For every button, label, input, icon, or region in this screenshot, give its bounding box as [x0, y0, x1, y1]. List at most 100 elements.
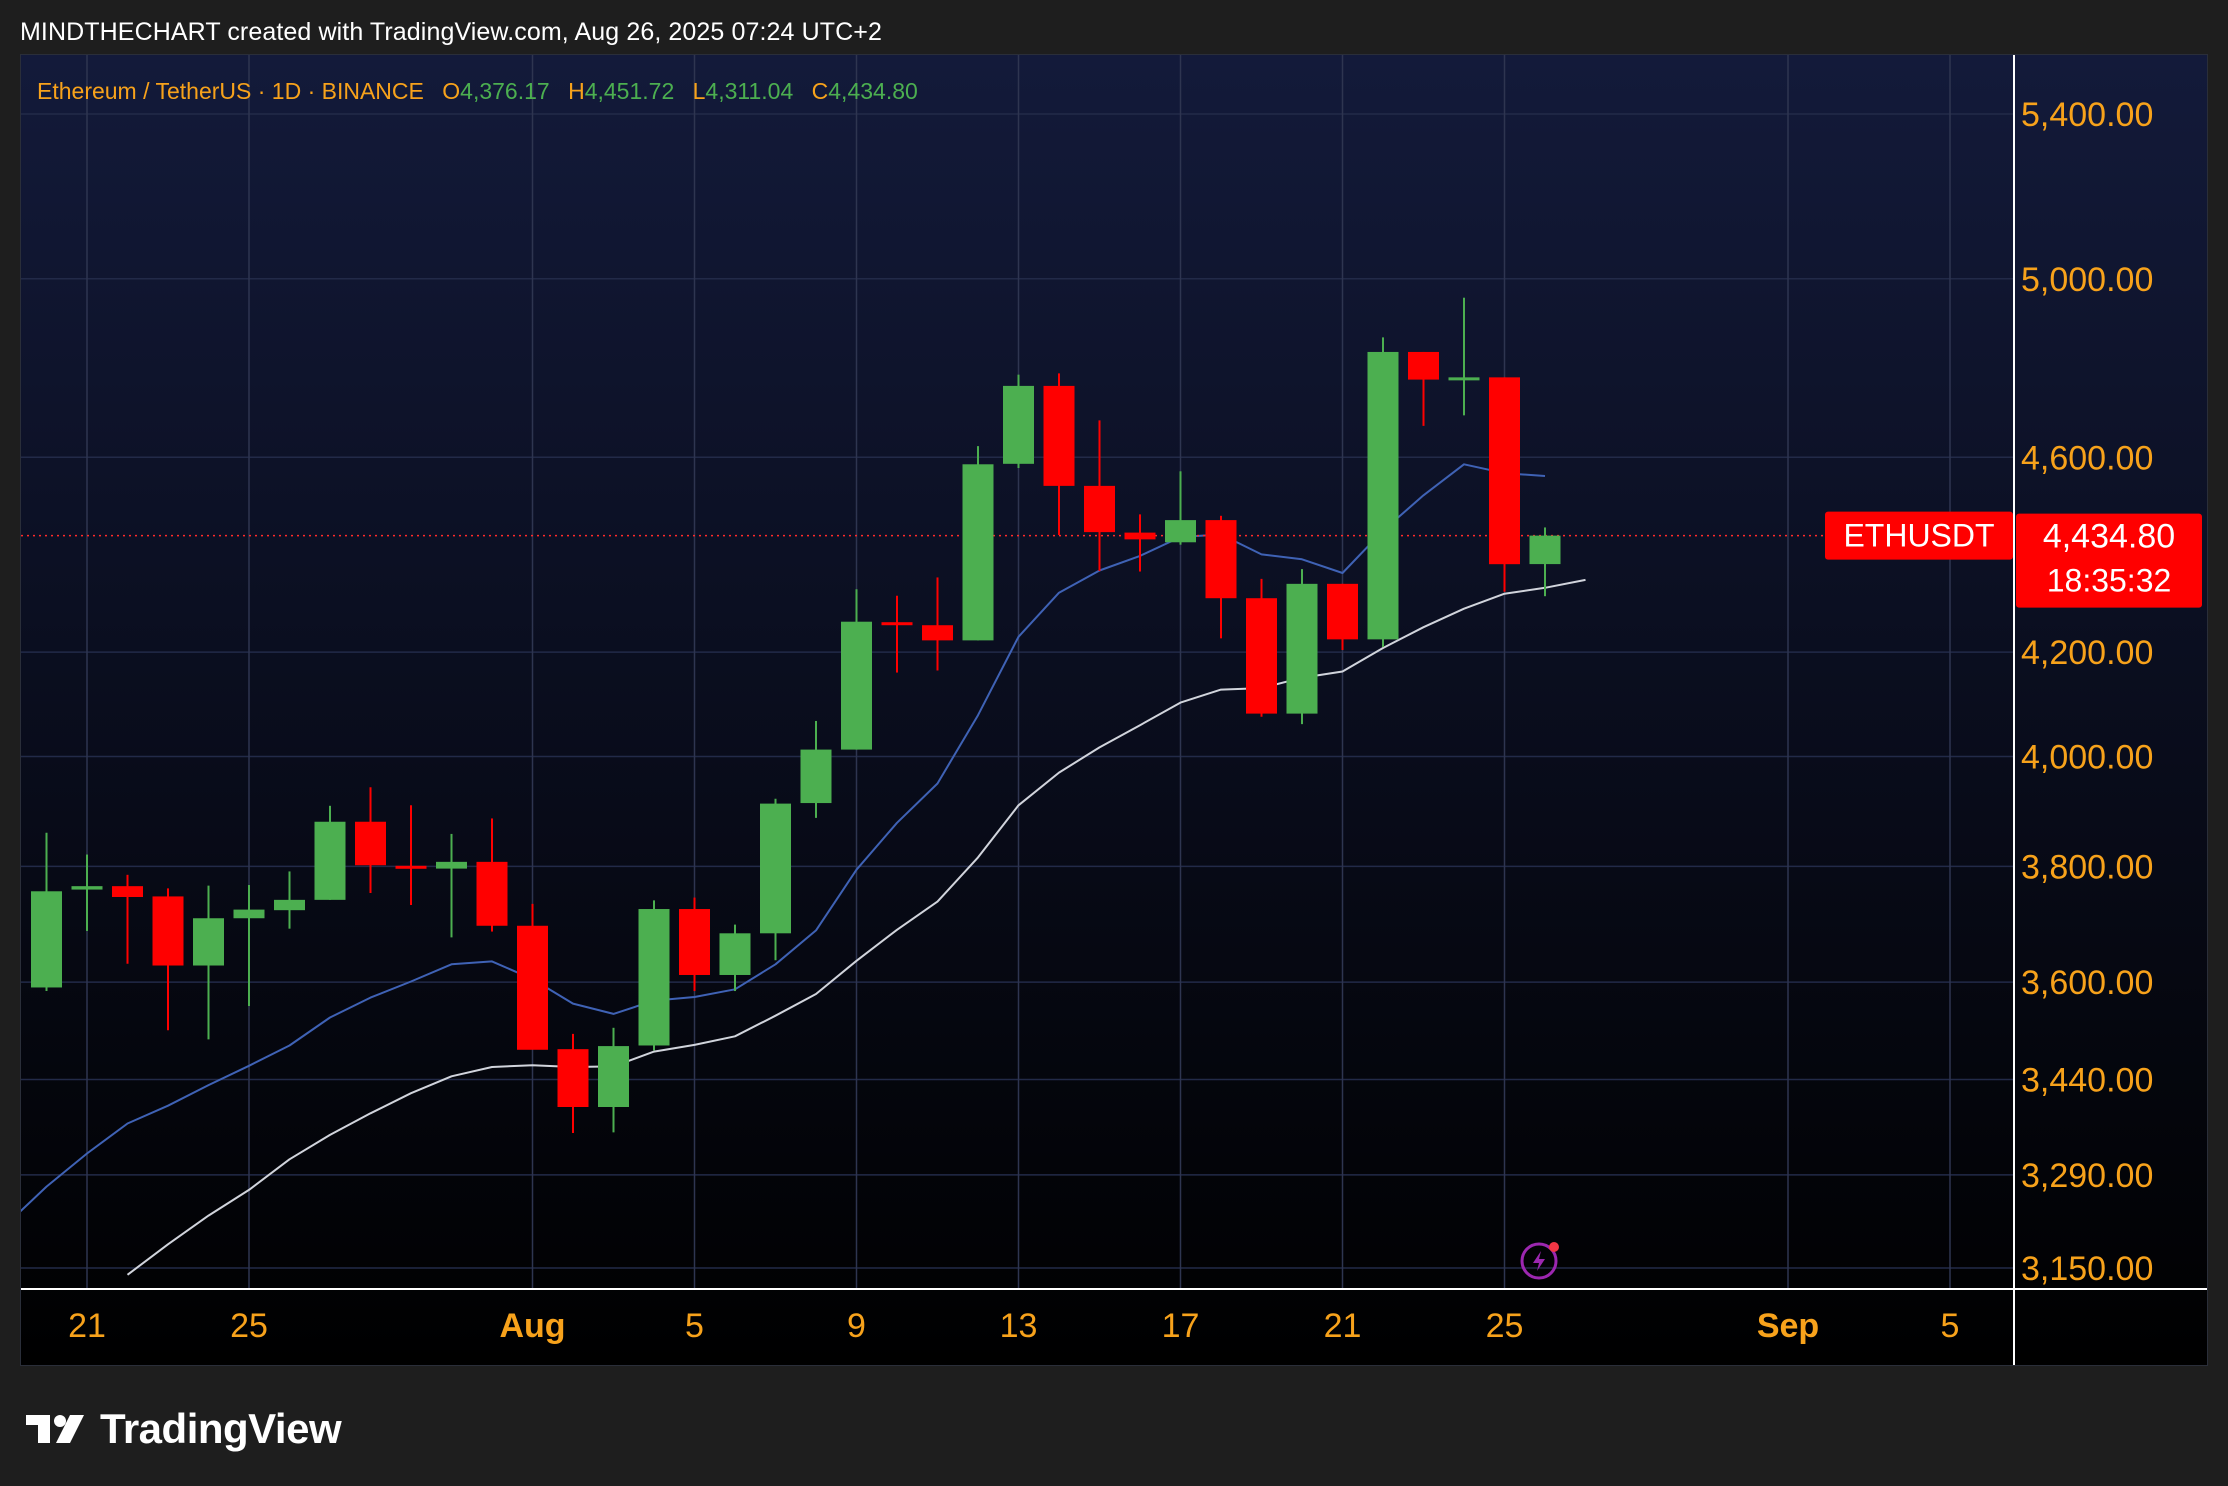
- candle[interactable]: [922, 577, 953, 671]
- candle-body: [1246, 598, 1277, 714]
- candle[interactable]: [1327, 583, 1358, 651]
- candle-body: [1165, 520, 1196, 543]
- footer-brand: TradingView: [100, 1405, 342, 1452]
- candle-body: [922, 625, 953, 641]
- candle-body: [1286, 583, 1318, 714]
- candle[interactable]: [1205, 515, 1237, 639]
- candle-body: [1448, 377, 1480, 381]
- candle-body: [1327, 583, 1358, 640]
- candle-body: [274, 899, 305, 911]
- candle[interactable]: [152, 888, 184, 1031]
- legend-open-value: 4,376.17: [460, 78, 550, 104]
- candle[interactable]: [1286, 569, 1318, 725]
- price-axis-label: 4,200.00: [2021, 634, 2153, 672]
- time-axis-label: 21: [1324, 1307, 1362, 1345]
- candle[interactable]: [760, 798, 791, 961]
- candle-body: [314, 821, 346, 900]
- candle-body: [1043, 385, 1075, 486]
- candle-body: [193, 918, 224, 966]
- candle[interactable]: [1448, 297, 1480, 416]
- candle[interactable]: [193, 885, 224, 1040]
- candle[interactable]: [274, 871, 305, 929]
- candle-body: [1124, 532, 1156, 540]
- candle[interactable]: [436, 833, 467, 938]
- legend-high-value: 4,451.72: [585, 78, 675, 104]
- ohlc-legend: Ethereum / TetherUS · 1D · BINANCE O4,37…: [37, 78, 918, 104]
- candle-body: [1084, 485, 1115, 533]
- candle-body: [1489, 377, 1520, 565]
- candle-body: [355, 821, 386, 866]
- candle-body: [395, 865, 427, 869]
- candle[interactable]: [517, 903, 548, 1050]
- candle[interactable]: [355, 787, 386, 893]
- candle-body: [436, 861, 467, 869]
- candles[interactable]: [31, 297, 1561, 1134]
- candle[interactable]: [476, 818, 508, 932]
- price-tag: ETHUSDT 4,434.80 18:35:32: [1825, 511, 2202, 608]
- candle[interactable]: [1529, 527, 1561, 597]
- moving-average-fast: [21, 463, 1546, 1213]
- legend-close-label: C: [812, 78, 829, 104]
- price-axis-label: 4,000.00: [2021, 739, 2153, 777]
- price-axis-label: 3,600.00: [2021, 964, 2153, 1002]
- candle-body: [517, 925, 548, 1050]
- candle[interactable]: [1246, 578, 1277, 717]
- candle-body: [112, 886, 143, 897]
- price-axis-label: 3,800.00: [2021, 848, 2153, 886]
- candle-body: [881, 622, 913, 626]
- candle[interactable]: [395, 805, 427, 906]
- candle[interactable]: [314, 805, 346, 900]
- moving-averages: [21, 463, 1586, 1276]
- legend-close-value: 4,434.80: [828, 78, 918, 104]
- candle-body: [719, 933, 751, 975]
- candle-body: [638, 909, 670, 1046]
- lightning-icon[interactable]: [1520, 1242, 1559, 1280]
- candle[interactable]: [679, 897, 710, 992]
- legend-symbol: Ethereum / TetherUS · 1D · BINANCE: [37, 78, 424, 104]
- symbol-tag: [1825, 511, 2013, 560]
- candle-body: [1205, 520, 1237, 599]
- candle-body: [557, 1049, 589, 1108]
- chart-pane[interactable]: 5,400.00 5,000.00 4,600.00 4,200.00 4,000.00…: [20, 54, 2208, 1366]
- candle-body: [476, 861, 508, 926]
- candle[interactable]: [1489, 377, 1520, 592]
- candle[interactable]: [112, 874, 143, 964]
- candle[interactable]: [557, 1033, 589, 1134]
- candle[interactable]: [1165, 471, 1196, 545]
- tradingview-logo-icon: [26, 1415, 84, 1443]
- time-axis-label: 25: [230, 1307, 268, 1345]
- chart-caption: MINDTHECHART created with TradingView.co…: [20, 18, 882, 46]
- candle[interactable]: [1084, 420, 1115, 572]
- symbol-tag-label: ETHUSDT: [1843, 518, 1994, 554]
- legend-low-value: 4,311.04: [705, 78, 793, 104]
- candle-body: [598, 1046, 629, 1108]
- axes[interactable]: 5,400.00 5,000.00 4,600.00 4,200.00 4,000.00…: [21, 55, 2208, 1366]
- candle-body: [760, 803, 791, 934]
- candle[interactable]: [71, 854, 103, 931]
- candle[interactable]: [1003, 374, 1034, 469]
- candle[interactable]: [233, 885, 265, 1007]
- candle[interactable]: [598, 1027, 629, 1133]
- footer: TradingView: [24, 1405, 342, 1453]
- candle[interactable]: [841, 589, 872, 750]
- price-chart[interactable]: 5,400.00 5,000.00 4,600.00 4,200.00 4,000.00…: [21, 55, 2208, 1366]
- candle-body: [800, 749, 832, 804]
- candle[interactable]: [1043, 373, 1075, 536]
- candle[interactable]: [962, 446, 994, 641]
- price-tag-value: 4,434.80: [2043, 518, 2175, 556]
- time-axis-label: Aug: [499, 1307, 565, 1345]
- legend-low-label: L: [693, 78, 706, 104]
- candle[interactable]: [881, 595, 913, 673]
- time-axis-label: Sep: [1757, 1307, 1819, 1345]
- candle[interactable]: [638, 900, 670, 1051]
- candle[interactable]: [31, 832, 62, 992]
- candle[interactable]: [800, 720, 832, 818]
- time-axis-label: 13: [1000, 1307, 1038, 1345]
- candle[interactable]: [1408, 351, 1439, 426]
- price-tag-countdown: 18:35:32: [2047, 563, 2172, 599]
- candle[interactable]: [719, 924, 751, 992]
- chart-background: [21, 55, 2207, 1365]
- candle[interactable]: [1124, 514, 1156, 572]
- candle-body: [1529, 535, 1561, 565]
- candle[interactable]: [1367, 337, 1399, 647]
